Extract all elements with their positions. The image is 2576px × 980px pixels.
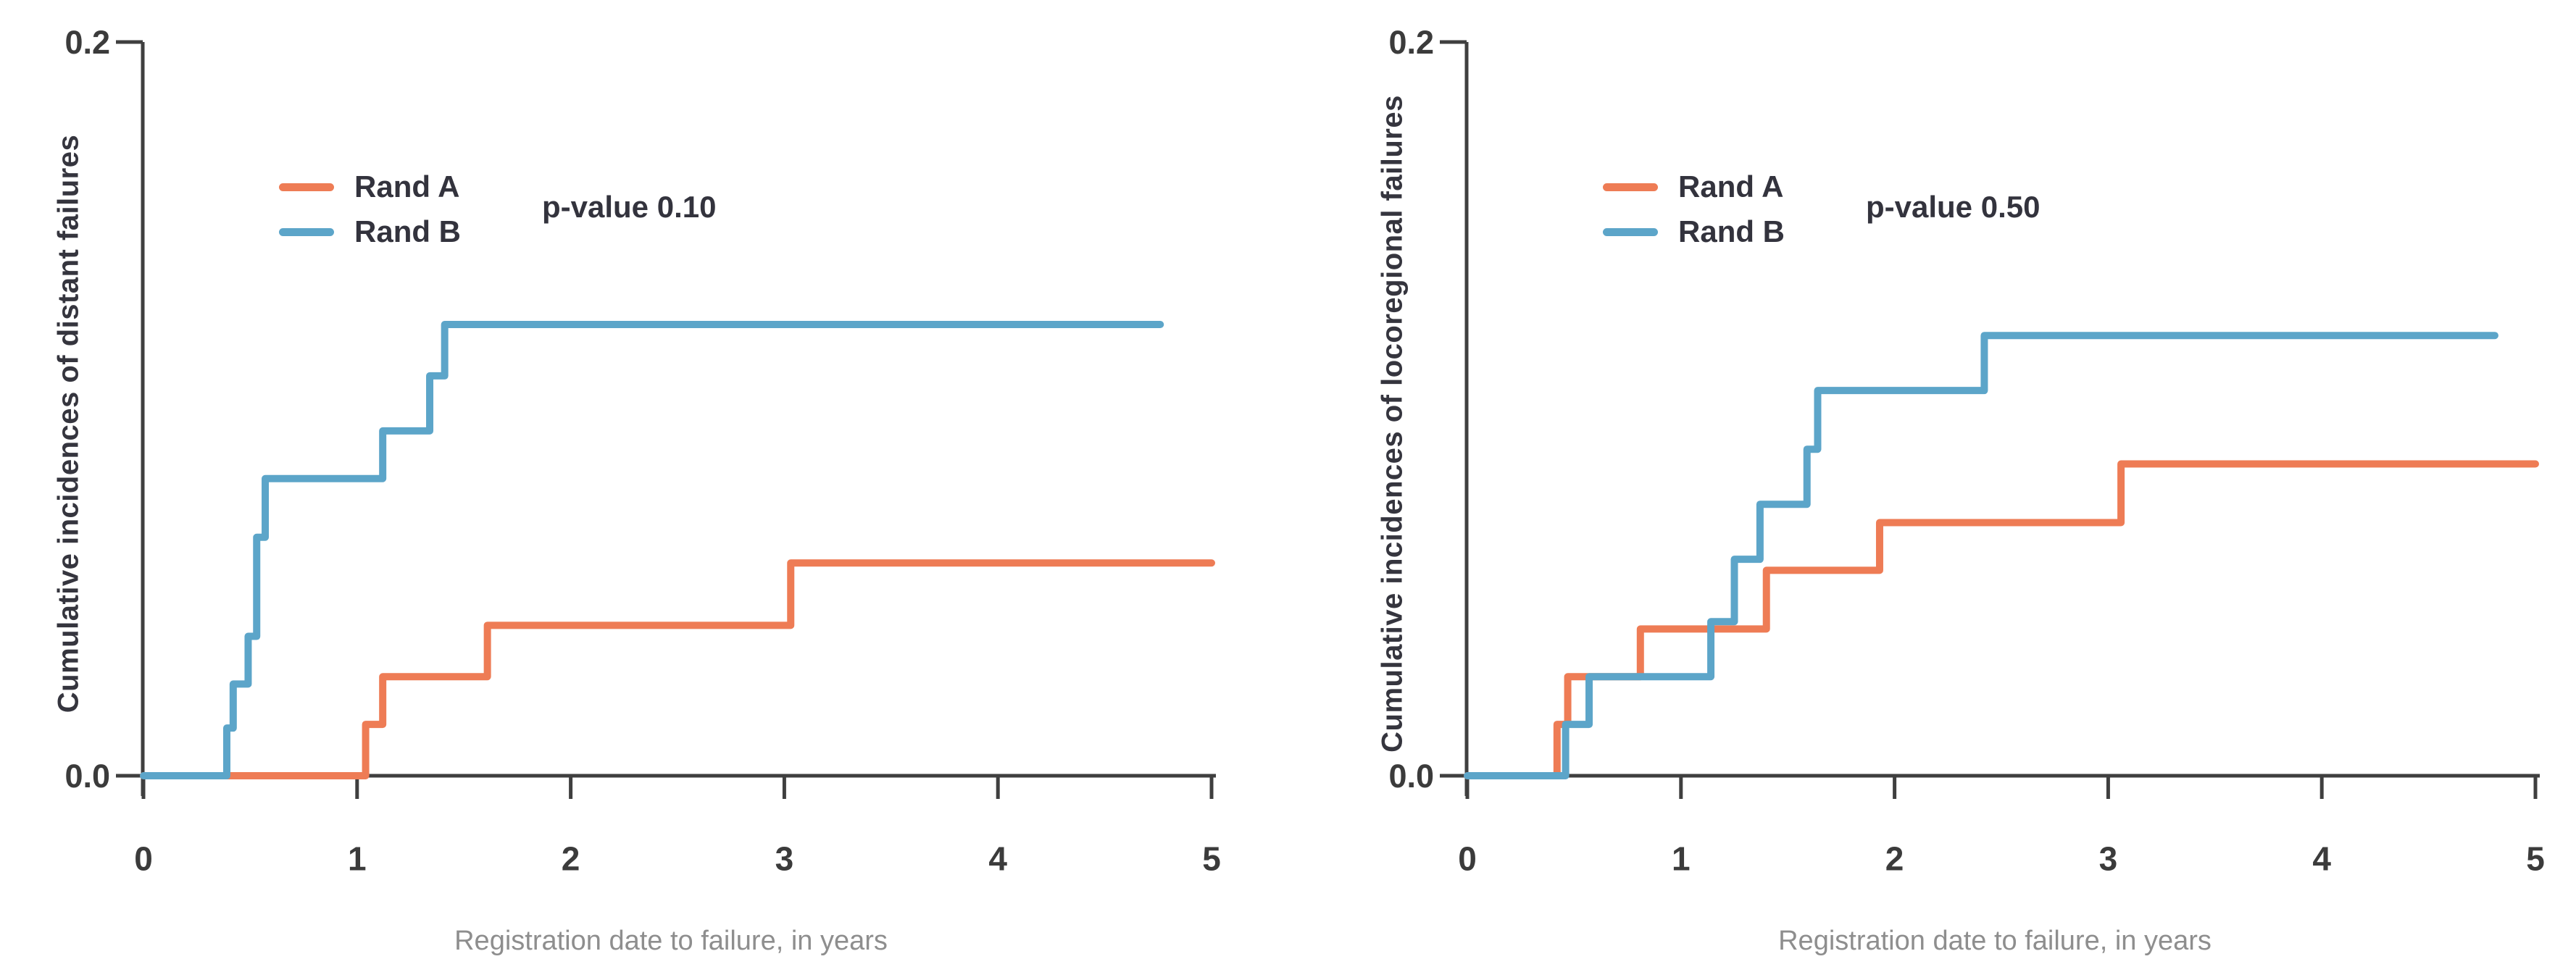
plot-canvas-svg: 0 1 2 3 4 5 0.0 0.2 [64, 24, 1221, 878]
plot-locoregional-failures: 0 1 2 3 4 5 0.0 0.2 Cumulative incidences of lo… [1324, 0, 2576, 980]
legend-swatch-rand-b [1603, 227, 1658, 236]
plot-canvas-svg: 0 1 2 3 4 5 0.0 0.2 [1388, 24, 2545, 878]
x-tick-label: 1 [348, 840, 367, 878]
y-tick-label: 0.0 [1388, 758, 1434, 795]
legend-label-rand-b: Rand B [1678, 214, 1785, 248]
x-axis-title: Registration date to failure, in years [454, 926, 888, 956]
y-axis-title: Cumulative incidences of locoregional fa… [1376, 95, 1409, 753]
curve-rand-a [1464, 460, 2539, 779]
x-tick-label: 0 [1458, 840, 1477, 878]
legend-label-rand-a: Rand A [1678, 169, 1784, 204]
legend-item-rand-a: Rand A [279, 169, 461, 205]
legend-item-rand-a: Rand A [1603, 169, 1785, 205]
legend-item-rand-b: Rand B [279, 214, 461, 250]
legend-label-rand-a: Rand A [354, 169, 460, 204]
x-tick-label: 4 [2312, 840, 2331, 878]
p-value-text: p-value 0.50 [1866, 190, 2041, 224]
y-tick-label: 0.0 [64, 758, 110, 795]
plot-distant-failures: 0 1 2 3 4 5 0.0 0.2 Cumulative incidences of di… [0, 0, 1252, 980]
legend-label-rand-b: Rand B [354, 214, 461, 248]
x-tick-label: 2 [1885, 840, 1904, 878]
legend: Rand A Rand B [279, 169, 461, 250]
curve-rand-a [140, 559, 1215, 779]
x-tick-label: 4 [988, 840, 1007, 878]
x-tick-label: 3 [775, 840, 794, 878]
curve-rand-b [1464, 332, 2498, 779]
curve-rand-b [140, 321, 1164, 779]
y-axis-title: Cumulative incidences of distant failure… [52, 134, 85, 713]
legend-item-rand-b: Rand B [1603, 214, 1785, 250]
x-axis-title: Registration date to failure, in years [1778, 926, 2212, 956]
legend-swatch-rand-b [279, 227, 334, 236]
x-tick-label: 5 [1202, 840, 1221, 878]
x-tick-label: 3 [2099, 840, 2118, 878]
y-tick-label: 0.2 [1388, 24, 1434, 61]
legend-swatch-rand-a [279, 183, 334, 191]
p-value-text: p-value 0.10 [542, 190, 717, 224]
y-tick-label: 0.2 [64, 24, 110, 61]
legend: Rand A Rand B [1603, 169, 1785, 250]
x-tick-label: 2 [562, 840, 580, 878]
legend-swatch-rand-a [1603, 183, 1658, 191]
x-tick-label: 1 [1672, 840, 1691, 878]
x-tick-label: 0 [134, 840, 153, 878]
x-tick-label: 5 [2526, 840, 2545, 878]
